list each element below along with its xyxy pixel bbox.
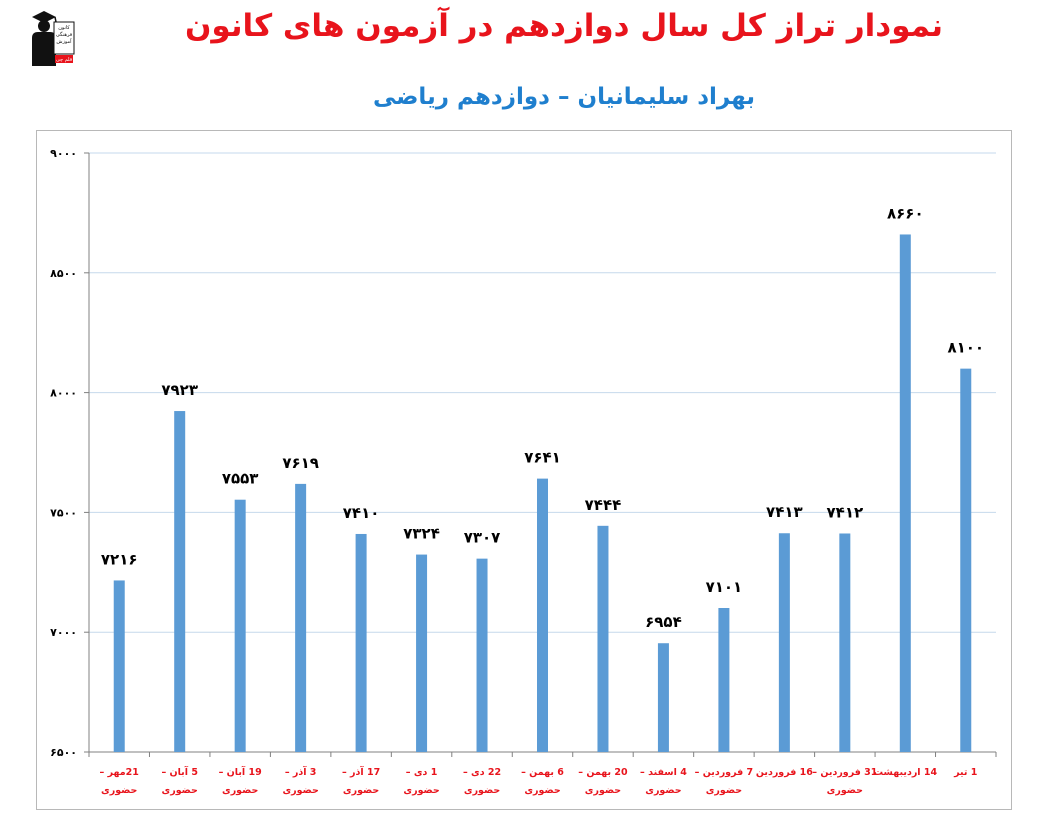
data-label: ۷۲۱۶ — [101, 550, 138, 568]
y-tick-label: ۹۰۰۰ — [50, 147, 77, 160]
data-label: ۸۱۰۰ — [947, 339, 984, 357]
bar — [295, 483, 307, 752]
x-tick-label: حضوری — [585, 785, 621, 796]
data-label: ۷۳۰۷ — [464, 529, 501, 547]
bar — [355, 533, 367, 752]
x-tick-label: 22 دی – — [463, 767, 501, 778]
x-tick-label: 7 فروردین – — [695, 767, 754, 778]
logo-text-line: کانون — [58, 25, 70, 31]
logo-text-line: فرهنگی — [56, 31, 73, 38]
y-tick-label: ۶۵۰۰ — [50, 746, 77, 759]
y-tick-label: ۸۰۰۰ — [50, 387, 77, 400]
x-tick-label: حضوری — [343, 785, 379, 796]
x-tick-label: حضوری — [282, 785, 318, 796]
bar — [476, 558, 488, 752]
data-label: ۸۶۶۰ — [887, 204, 924, 222]
x-tick-label: حضوری — [222, 785, 258, 796]
x-tick-label: حضوری — [524, 785, 560, 796]
x-tick-label: 19 آبان – — [219, 765, 262, 778]
data-label: ۷۴۱۰ — [343, 504, 380, 522]
bar — [234, 499, 246, 752]
data-label: ۷۳۲۴ — [403, 525, 440, 543]
x-tick-label: حضوری — [645, 785, 681, 796]
data-label: ۷۶۴۱ — [524, 449, 561, 467]
y-tick-label: ۸۵۰۰ — [50, 267, 77, 280]
data-label: ۷۴۱۲ — [827, 503, 864, 521]
bar — [839, 533, 851, 752]
data-label: ۷۹۲۳ — [161, 381, 198, 399]
y-tick-label: ۷۰۰۰ — [50, 626, 77, 639]
logo-text-line: آموزش — [56, 38, 72, 45]
x-tick-label: حضوری — [827, 785, 863, 796]
bar — [416, 554, 428, 752]
x-tick-label: 4 اسفند – — [640, 767, 687, 778]
chart-subtitle: بهراد سلیمانیان – دوازدهم ریاضی — [372, 84, 756, 110]
x-tick-label: 1 تیر — [953, 767, 977, 778]
x-tick-label: حضوری — [403, 785, 439, 796]
kanoon-logo: کانون فرهنگی آموزش قلم چی — [24, 8, 76, 68]
bar — [174, 411, 186, 752]
bar — [960, 368, 972, 752]
chart-title: نمودار تراز کل سال دوازدهم در آزمون های … — [184, 8, 944, 44]
x-tick-label: 5 آبان – — [161, 765, 198, 778]
bar — [113, 580, 125, 752]
data-label: ۷۴۴۴ — [585, 496, 622, 514]
x-tick-label: 14 اردیبهشت — [874, 767, 938, 778]
x-tick-label: 21مهر – — [100, 767, 139, 778]
data-label: ۷۵۵۳ — [222, 470, 259, 488]
x-tick-label: حضوری — [706, 785, 742, 796]
data-label: ۷۶۱۹ — [282, 454, 319, 472]
x-tick-label: 20 بهمن – — [578, 767, 628, 778]
x-tick-label: 6 بهمن – — [521, 767, 564, 778]
bar — [899, 234, 911, 753]
x-tick-label: حضوری — [464, 785, 500, 796]
x-tick-label: حضوری — [162, 785, 198, 796]
data-label: ۷۱۰۱ — [706, 578, 743, 596]
data-label: ۶۹۵۴ — [645, 613, 682, 631]
x-tick-label: 31 فروردین – — [812, 767, 877, 778]
x-tick-label: 1 دی – — [406, 767, 438, 778]
data-label: ۷۴۱۳ — [766, 503, 803, 521]
logo-text-line: قلم چی — [56, 57, 73, 63]
x-tick-label: 17 آذر – — [342, 765, 380, 778]
x-tick-label: حضوری — [101, 785, 137, 796]
graduate-logo-icon: کانون فرهنگی آموزش قلم چی — [32, 11, 75, 66]
chart-frame — [36, 130, 1012, 810]
bar — [718, 608, 730, 752]
bar — [778, 533, 790, 752]
x-tick-label: 3 آذر – — [285, 765, 317, 778]
y-tick-label: ۷۵۰۰ — [50, 506, 77, 519]
bar — [657, 643, 669, 752]
bar — [597, 525, 609, 752]
x-tick-label: 16 فروردین — [756, 767, 813, 778]
bar — [537, 478, 548, 752]
